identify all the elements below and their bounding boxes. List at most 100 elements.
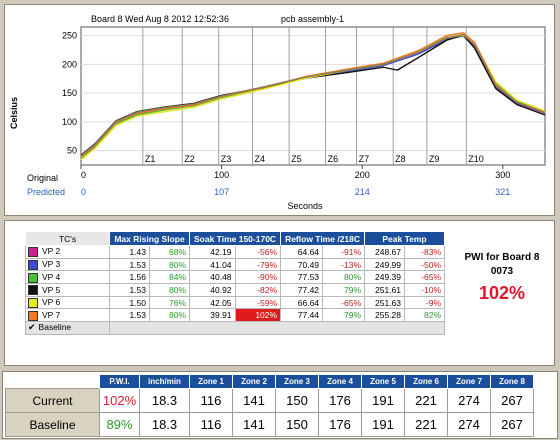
zone-table-header: Zone 3 (275, 374, 319, 389)
zone-temp-cell: 141 (232, 412, 276, 437)
x-tick-label-predicted: 107 (214, 187, 229, 197)
tc-row[interactable]: VP 4 1.56 84% 40.48 -90% 77.53 80% 249.39 -65% (25, 270, 446, 285)
zone-temp-cell: 274 (447, 388, 491, 413)
pwi-value: 102% (478, 283, 526, 303)
peak-percent: -10% (404, 283, 446, 297)
zone-label: Z1 (145, 154, 156, 164)
y-axis-label: Celsius (9, 97, 19, 129)
slope-percent: 80% (149, 308, 190, 323)
soak-percent: -82% (234, 283, 282, 297)
tc-color-swatch (28, 247, 38, 258)
zone-temp-cell: 176 (318, 388, 362, 413)
zone-summary-panel: P.W.I. inch/min Zone 1 Zone 2 Zone 3 Zone 4 Zo… (2, 371, 558, 439)
zone-table-header: Zone 2 (232, 374, 276, 389)
reflow-value: 64.64 (280, 245, 324, 259)
tc-color-swatch (28, 272, 38, 283)
tc-row[interactable]: VP 5 1.53 80% 40.92 -82% 77.42 79% 251.61 -10% (25, 283, 446, 297)
y-tick-label: 150 (62, 88, 77, 98)
zone-temp-cell: 274 (447, 412, 491, 437)
zone-summary-table: P.W.I. inch/min Zone 1 Zone 2 Zone 3 Zone 4 Zo… (5, 374, 534, 437)
series-line-vp-7 (80, 32, 546, 158)
x-row-label-original: Original (27, 173, 58, 183)
reflow-value: 77.42 (280, 283, 324, 297)
zone-temp-cell: 267 (490, 412, 534, 437)
zone-temp-cell: 267 (490, 388, 534, 413)
reflow-percent: -65% (322, 295, 366, 310)
series-line-baseline (80, 33, 546, 157)
zone-label: Z5 (291, 154, 302, 164)
x-row-label-predicted: Predicted (27, 187, 65, 197)
reflow-value: 77.53 (280, 270, 324, 285)
zone-temp-cell: 221 (404, 412, 448, 437)
checkmark-icon[interactable]: ✔ (28, 322, 36, 333)
max-rising-slope-header: Max Rising Slope (109, 231, 190, 246)
y-tick-label: 250 (62, 31, 77, 41)
soak-percent: -90% (234, 270, 282, 285)
soak-percent: -56% (234, 245, 282, 259)
tc-name: VP 3 (42, 259, 61, 270)
pwi-title-line1: PWI for Board 8 (464, 252, 540, 263)
reflow-percent: -91% (322, 245, 366, 259)
baseline-cell[interactable]: ✔ Baseline (25, 321, 110, 335)
soak-time-header: Soak Time 150-170C (188, 231, 282, 246)
tc-name-cell: VP 6 (25, 295, 110, 310)
soak-value: 41.04 (189, 257, 236, 272)
y-tick-label: 100 (62, 117, 77, 127)
zone-table-header: Zone 4 (318, 374, 362, 389)
zone-temp-cell: 116 (189, 388, 233, 413)
tc-row[interactable]: VP 2 1.43 68% 42.19 -56% 64.64 -91% 248.67 -83% (25, 245, 446, 259)
peak-value: 249.39 (364, 270, 406, 285)
zone-label: Z10 (468, 154, 484, 164)
profile-chart-panel: Board 8 Wed Aug 8 2012 12:52:36 pcb asse… (4, 4, 555, 216)
x-tick-label-original: 100 (214, 170, 229, 180)
tc-name-cell: VP 2 (25, 245, 110, 259)
soak-value: 42.05 (189, 295, 236, 310)
y-tick-label: 200 (62, 59, 77, 69)
zone-table-header: Zone 5 (361, 374, 405, 389)
pwi-title: PWI for Board 8 0073 (452, 251, 552, 279)
soak-percent: -79% (234, 257, 282, 272)
current-row: Current 102% 18.3 116 141 150 176 191 221 274 267 (5, 388, 534, 413)
tc-color-swatch (28, 259, 38, 270)
soak-value: 39.91 (189, 308, 236, 323)
tc-row[interactable]: VP 6 1.50 76% 42.05 -59% 66.64 -65% 251.63 -9% (25, 295, 446, 310)
baseline-label: Baseline (38, 322, 72, 333)
x-tick-label-predicted: 321 (495, 187, 510, 197)
slope-percent: 84% (149, 270, 190, 285)
zone-table-header: P.W.I. (99, 374, 140, 389)
zone-label: Z7 (359, 154, 370, 164)
row-label: Current (5, 388, 100, 413)
x-tick-label-original: 200 (355, 170, 370, 180)
pwi-cell: 89% (99, 412, 140, 437)
peak-percent: -65% (404, 270, 446, 285)
zone-table-header: Zone 1 (189, 374, 233, 389)
tc-name: VP 4 (42, 271, 61, 282)
zone-label: Z2 (184, 154, 195, 164)
slope-value: 1.53 (109, 283, 150, 297)
reflow-percent: 79% (322, 283, 366, 297)
slope-value: 1.56 (109, 270, 150, 285)
slope-value: 1.43 (109, 245, 150, 259)
zone-temp-cell: 191 (361, 412, 405, 437)
reflow-time-header: Reflow Time /218C (280, 231, 366, 246)
zone-label: Z9 (429, 154, 440, 164)
tc-color-swatch (28, 310, 38, 321)
soak-value: 42.19 (189, 245, 236, 259)
peak-value: 248.67 (364, 245, 406, 259)
thermocouple-panel: TC's Max Rising Slope Soak Time 150-170C… (4, 220, 555, 366)
reflow-value: 70.49 (280, 257, 324, 272)
reflow-value: 66.64 (280, 295, 324, 310)
x-tick-label-original: 0 (81, 170, 86, 180)
zone-table-header: Zone 6 (404, 374, 448, 389)
tc-color-swatch (28, 297, 38, 308)
baseline-row[interactable]: ✔ Baseline (25, 321, 446, 335)
tc-row[interactable]: VP 3 1.53 80% 41.04 -79% 70.49 -13% 249.99 -50% (25, 257, 446, 272)
tc-name: VP 2 (42, 246, 61, 257)
tc-name: VP 5 (42, 284, 61, 295)
tc-row[interactable]: VP 7 1.53 80% 39.91 102% 77.44 79% 255.28 82% (25, 308, 446, 323)
reflow-percent: 80% (322, 270, 366, 285)
zone-label: Z3 (221, 154, 232, 164)
peak-percent: -50% (404, 257, 446, 272)
tc-name-cell: VP 4 (25, 270, 110, 285)
zone-temp-cell: 116 (189, 412, 233, 437)
